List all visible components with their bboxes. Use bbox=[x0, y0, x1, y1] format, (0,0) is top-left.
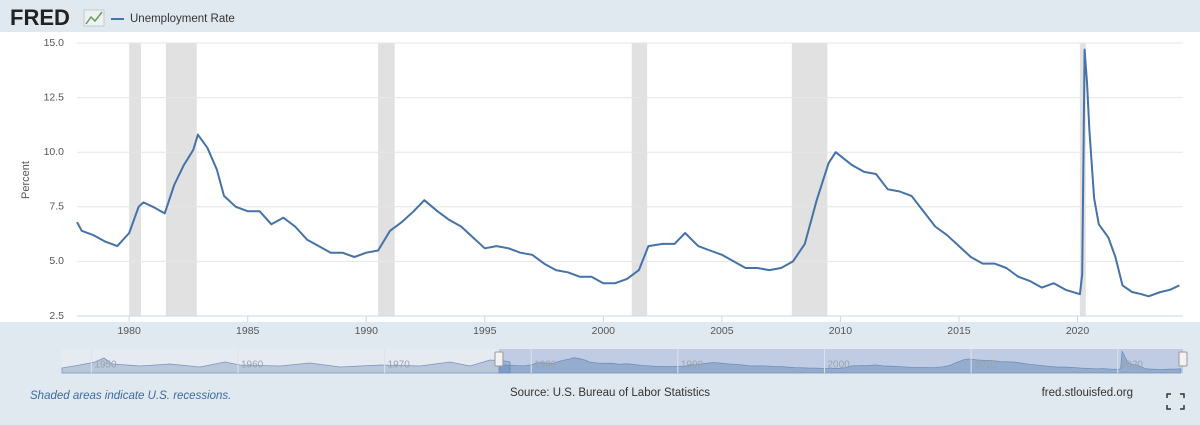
header bbox=[0, 0, 1200, 32]
navigator-tick-label: 1970 bbox=[388, 360, 411, 371]
recession-band bbox=[791, 43, 828, 316]
x-tick-label: 2010 bbox=[829, 325, 853, 337]
logo-icon bbox=[83, 9, 105, 27]
recession-band bbox=[129, 43, 142, 316]
x-tick-label: 2015 bbox=[947, 325, 971, 337]
fullscreen-button[interactable] bbox=[1166, 393, 1185, 410]
x-tick-label: 2020 bbox=[1066, 325, 1090, 337]
navigator-tick-label: 1980 bbox=[534, 360, 557, 371]
navigator-area bbox=[498, 350, 1182, 374]
x-tick-label: 2000 bbox=[592, 325, 616, 337]
navigator-handle[interactable] bbox=[494, 351, 504, 367]
recession-note: Shaded areas indicate U.S. recessions. bbox=[30, 390, 231, 402]
y-tick-label: 12.5 bbox=[44, 91, 65, 103]
navigator-handle[interactable] bbox=[1178, 351, 1188, 367]
navigator-tick-label: 1960 bbox=[241, 360, 264, 371]
navigator-history-area bbox=[61, 357, 511, 374]
legend-label: Unemployment Rate bbox=[130, 13, 235, 25]
series-line bbox=[76, 48, 1180, 298]
y-tick-label: 5.0 bbox=[49, 255, 64, 267]
navigator-tick-label: 2000 bbox=[827, 360, 850, 371]
navigator-tick-label: 1950 bbox=[94, 360, 117, 371]
logo-icon-line bbox=[85, 11, 103, 25]
site: fred.stlouisfed.org bbox=[1042, 387, 1133, 399]
source: Source: U.S. Bureau of Labor Statistics bbox=[510, 387, 710, 399]
y-tick-label: 10.0 bbox=[44, 146, 65, 158]
logo: FRED bbox=[10, 5, 70, 30]
recession-band bbox=[378, 43, 395, 316]
navigator-selection bbox=[498, 349, 1183, 373]
x-tick-label: 1985 bbox=[236, 325, 260, 337]
x-tick-label: 1995 bbox=[473, 325, 497, 337]
recession-band bbox=[631, 43, 648, 316]
navigator-tick-label: 1990 bbox=[681, 360, 704, 371]
y-tick-label: 7.5 bbox=[49, 201, 64, 213]
plot-panel bbox=[0, 32, 1200, 322]
y-tick-label: 15.0 bbox=[44, 37, 65, 49]
navigator: 1950 1960 1970 1980 1990 2000 2010 2020 bbox=[61, 349, 1188, 374]
recession-band bbox=[165, 43, 197, 316]
navigator-tick-label: 2010 bbox=[974, 360, 997, 371]
x-tick-label: 1980 bbox=[117, 325, 141, 337]
y-tick-label: 2.5 bbox=[49, 310, 64, 322]
navigator-tick-label: 2020 bbox=[1121, 360, 1144, 371]
x-tick-label: 1990 bbox=[355, 325, 379, 337]
x-tick-label: 2005 bbox=[710, 325, 734, 337]
y-axis-label: Percent bbox=[20, 161, 32, 199]
